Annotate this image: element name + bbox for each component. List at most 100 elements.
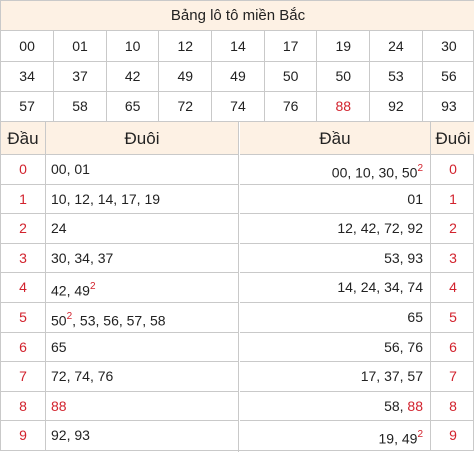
repeat-count: 2 — [417, 429, 423, 441]
loto-number: 19 — [378, 431, 395, 447]
head-list: 53, 93 — [240, 243, 431, 273]
tail-digit: 2 — [449, 220, 457, 237]
tail-list: 92, 93 — [51, 427, 90, 444]
tail-column-label: Đuôi — [124, 129, 160, 148]
table-row: 58, 88 8 — [240, 391, 474, 422]
grid-cell: 34 — [1, 61, 55, 92]
loto-number: 14 — [97, 190, 114, 207]
loto-number: 49 — [401, 431, 418, 447]
grid-cell: 24 — [369, 31, 423, 62]
loto-number: 00 — [51, 161, 67, 177]
tail-digit: 9 — [449, 427, 457, 444]
loto-number: 65 — [51, 338, 67, 355]
loto-number: 30 — [378, 164, 395, 181]
loto-number: 74 — [74, 368, 90, 385]
grid-cell: 50 — [316, 61, 371, 92]
loto-number: 10 — [51, 190, 67, 207]
grid-cell: 88 — [316, 91, 371, 122]
head-list: 12, 42, 72, 92 — [240, 214, 431, 243]
grid-cell: 56 — [422, 61, 474, 92]
table-row: 53, 93 3 — [240, 243, 474, 274]
grid-cell: 50 — [264, 61, 318, 92]
table-row: 65 5 — [240, 302, 474, 333]
table-row: 5 502, 53, 56, 57, 58 — [1, 302, 238, 333]
loto-number: 00 — [331, 164, 348, 181]
loto-number: 17 — [121, 190, 137, 207]
head-column-label: Đầu — [1, 122, 46, 154]
loto-number: 37 — [97, 249, 114, 266]
head-digit: 3 — [1, 243, 46, 273]
tail-head-table-header: Đầu Đuôi — [240, 122, 474, 155]
grid-cell: 17 — [264, 31, 318, 62]
head-tail-table-header: Đầu Đuôi — [1, 122, 238, 155]
tail-list: 88 — [46, 392, 238, 421]
loto-number: 19 — [144, 190, 161, 207]
grid-cell: 10 — [106, 31, 160, 62]
loto-number: 12 — [337, 220, 353, 237]
head-digit: 7 — [1, 362, 46, 391]
head-digit: 9 — [1, 421, 46, 451]
head-list: 19, 492 — [240, 421, 431, 451]
loto-number: 42 — [51, 283, 67, 300]
grid-cell: 00 — [1, 31, 55, 62]
loto-number: 93 — [407, 249, 423, 266]
grid-cell: 92 — [369, 91, 423, 122]
loto-number: 53 — [384, 249, 400, 266]
table-row: 8 88 — [1, 391, 238, 422]
grid-cell: 74 — [211, 91, 265, 122]
grid-cell: 58 — [53, 91, 107, 122]
tail-digit: 1 — [449, 190, 457, 207]
head-list: 17, 37, 57 — [240, 362, 431, 391]
tail-digit: 4 — [449, 279, 457, 296]
table-row: 9 92, 93 — [1, 421, 238, 451]
table-row: 1 10, 12, 14, 17, 19 — [1, 184, 238, 215]
table-row: 00, 10, 30, 502 0 — [240, 155, 474, 185]
head-digit: 5 — [1, 302, 46, 332]
grid-cell: 19 — [316, 31, 371, 62]
tail-digit: 6 — [449, 338, 457, 355]
grid-cell: 72 — [158, 91, 213, 122]
head-digit: 4 — [1, 273, 46, 302]
head-digit: 2 — [1, 214, 46, 243]
loto-number: 01 — [74, 161, 90, 177]
tail-list: 502, 53, 56, 57, 58 — [51, 310, 166, 329]
table-row: 19, 492 9 — [240, 421, 474, 451]
head-digit: 8 — [1, 391, 46, 421]
loto-number: 72 — [384, 220, 400, 237]
head-column-label: Đầu — [240, 122, 431, 154]
head-list: 00, 10, 30, 502 — [240, 155, 431, 184]
table-row: 3 30, 34, 37 — [1, 243, 238, 274]
loto-number: 92 — [51, 427, 67, 444]
head-digit: 0 — [1, 155, 46, 184]
loto-number: 24 — [51, 220, 67, 237]
grid-cell: 42 — [106, 61, 160, 92]
loto-number: 93 — [74, 427, 90, 444]
loto-number: 56 — [384, 338, 400, 355]
repeat-count: 2 — [89, 281, 96, 293]
tail-digit: 7 — [449, 368, 457, 385]
table-row: 01 1 — [240, 184, 474, 215]
table-row: 14, 24, 34, 74 4 — [240, 273, 474, 303]
tail-digit: 3 — [449, 249, 457, 266]
grid-row: 57 58 65 72 74 76 88 92 93 — [1, 91, 474, 122]
loto-number: 01 — [407, 190, 423, 207]
loto-number: 24 — [360, 279, 377, 296]
table-row: 7 72, 74, 76 — [1, 362, 238, 392]
grid-cell: 37 — [53, 61, 107, 92]
tail-digit: 0 — [449, 161, 457, 177]
loto-number: 58 — [150, 312, 166, 329]
head-digit: 1 — [1, 184, 46, 214]
loto-number: 34 — [74, 249, 90, 266]
loto-number: 76 — [97, 368, 114, 385]
loto-number: 37 — [384, 368, 400, 385]
repeat-count: 2 — [417, 163, 423, 174]
loto-number: 65 — [407, 308, 423, 325]
loto-number: 34 — [384, 279, 400, 296]
tail-list: 72, 74, 76 — [51, 368, 114, 385]
board-title: Bảng lô tô miền Bắc — [1, 1, 474, 31]
loto-number: 88 — [407, 397, 423, 414]
loto-number: 50 — [401, 164, 418, 181]
grid-cell: 01 — [53, 31, 107, 62]
grid-cell: 49 — [158, 61, 213, 92]
